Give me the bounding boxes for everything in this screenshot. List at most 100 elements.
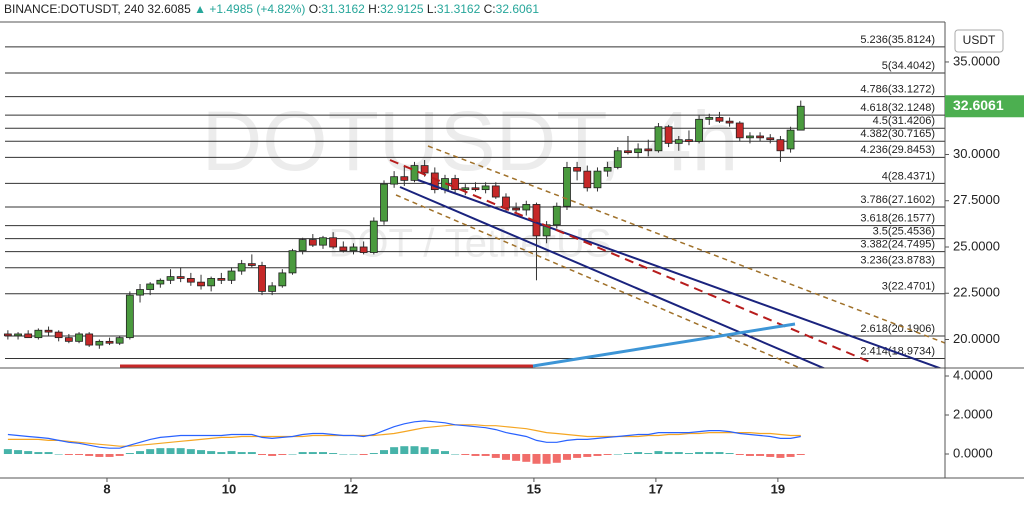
macd-histogram-bar: [369, 453, 378, 455]
macd-line: [7, 420, 801, 449]
macd-histogram-bar: [207, 451, 216, 455]
candle-body: [685, 139, 693, 142]
last-price-box: [945, 95, 1024, 118]
candle-body: [603, 167, 612, 172]
candle-body: [451, 178, 460, 191]
fib-label: 3.786(27.1602): [860, 194, 935, 206]
macd-histogram-bar: [64, 454, 73, 455]
macd-histogram-bar: [258, 454, 267, 455]
candle-body: [613, 150, 622, 168]
macd-histogram-bar: [603, 454, 612, 455]
candle-body: [634, 148, 642, 154]
macd-histogram-bar: [278, 454, 287, 455]
y-tick-label: 0.0000: [953, 445, 993, 460]
macd-histogram-bar: [634, 452, 643, 455]
candle-body: [339, 246, 348, 252]
macd-histogram-bar: [75, 454, 84, 455]
macd-histogram-bar: [24, 451, 33, 455]
fib-label: 3.618(26.1577): [860, 212, 935, 224]
macd-histogram-bar: [115, 454, 124, 456]
x-tick-label: 15: [527, 481, 541, 496]
macd-histogram-bar: [380, 450, 389, 455]
channel-line: [399, 186, 826, 368]
candle-body: [308, 239, 317, 246]
macd-histogram-bar: [3, 449, 12, 455]
macd-histogram-bar: [573, 454, 582, 458]
macd-histogram-bar: [674, 452, 683, 455]
candle-body: [24, 333, 33, 339]
candle-body: [136, 289, 144, 296]
macd-histogram-bar: [481, 454, 490, 456]
fib-levels: 5.236(35.8124) 5(34.4042) 4.786(33.1272) 4.…: [5, 34, 945, 360]
macd-histogram-bar: [339, 454, 348, 455]
candle-body: [54, 331, 63, 339]
macd-histogram-bar: [471, 454, 480, 456]
macd-histogram-bar: [390, 447, 399, 455]
macd-histogram-bar: [501, 454, 510, 460]
candle-body: [359, 246, 368, 253]
candle-body: [115, 337, 124, 344]
open-label: O:: [309, 2, 322, 16]
candle-body: [410, 165, 419, 181]
macd-signal: [7, 424, 801, 447]
y-tick-label: 2.0000: [953, 406, 993, 421]
macd-histogram-bar: [105, 454, 114, 457]
candle-body: [278, 272, 287, 287]
macd-histogram-bar: [654, 451, 663, 455]
candle-body: [654, 126, 663, 152]
fib-label: 2.414(18.9734): [860, 345, 935, 357]
macd-histogram-bar: [451, 454, 460, 455]
candle-body: [268, 285, 277, 292]
drawings: [120, 145, 945, 368]
macd-histogram-bar: [776, 454, 785, 458]
candle-body: [349, 246, 358, 252]
candle-body: [75, 333, 83, 342]
channel-line: [417, 179, 943, 368]
fib-label: 3.236(23.8783): [860, 255, 935, 267]
channel-outer: [395, 194, 801, 368]
macd-histogram-bar: [512, 454, 521, 461]
candle-body: [146, 283, 155, 290]
macd-histogram-bar: [125, 453, 134, 455]
macd-histogram-bar: [766, 454, 775, 457]
candle-body: [44, 329, 53, 333]
fib-label: 2.618(20.1906): [860, 323, 935, 335]
macd-histogram-bar: [593, 454, 602, 456]
macd-histogram-bar: [420, 447, 429, 455]
currency-box[interactable]: [954, 29, 1004, 53]
macd-histogram-bar: [562, 454, 571, 460]
fib-label: 4.382(30.7165): [860, 128, 935, 140]
candle-body: [502, 196, 510, 209]
candle-body: [217, 278, 226, 281]
candle-body: [674, 139, 683, 144]
candle-body: [227, 270, 236, 281]
macd-histogram-bar: [796, 454, 805, 455]
macd-histogram-bar: [735, 454, 744, 455]
macd-histogram-bar: [756, 454, 765, 456]
candle-body: [64, 337, 73, 342]
macd-histogram-bar: [664, 452, 673, 455]
macd-histogram-bar: [349, 454, 358, 455]
change: ▲ +1.4985 (+4.82%): [194, 2, 305, 16]
fib-label: 5(34.4042): [882, 60, 935, 72]
candle-body: [746, 135, 754, 139]
macd-histogram-bar: [400, 446, 409, 455]
candles: [3, 100, 805, 349]
fib-label: 3(22.4701): [882, 281, 935, 293]
macd-histogram-bar: [237, 452, 246, 455]
x-tick-label: 12: [344, 481, 358, 496]
macd-histogram-bar: [542, 454, 551, 464]
macd-histogram-bar: [14, 450, 23, 455]
candle-body: [542, 224, 551, 237]
x-tick-label: 17: [649, 481, 663, 496]
macd-histogram-bar: [156, 448, 165, 455]
candle-body: [766, 137, 775, 141]
candle-body: [380, 183, 388, 222]
candle-body: [186, 278, 195, 283]
y-tick-label: 4.0000: [953, 367, 993, 382]
candle-body: [298, 239, 307, 252]
candle-body: [3, 333, 12, 337]
candle-body: [420, 165, 429, 174]
candle-body: [491, 185, 500, 198]
macd-histogram-bar: [146, 449, 155, 455]
